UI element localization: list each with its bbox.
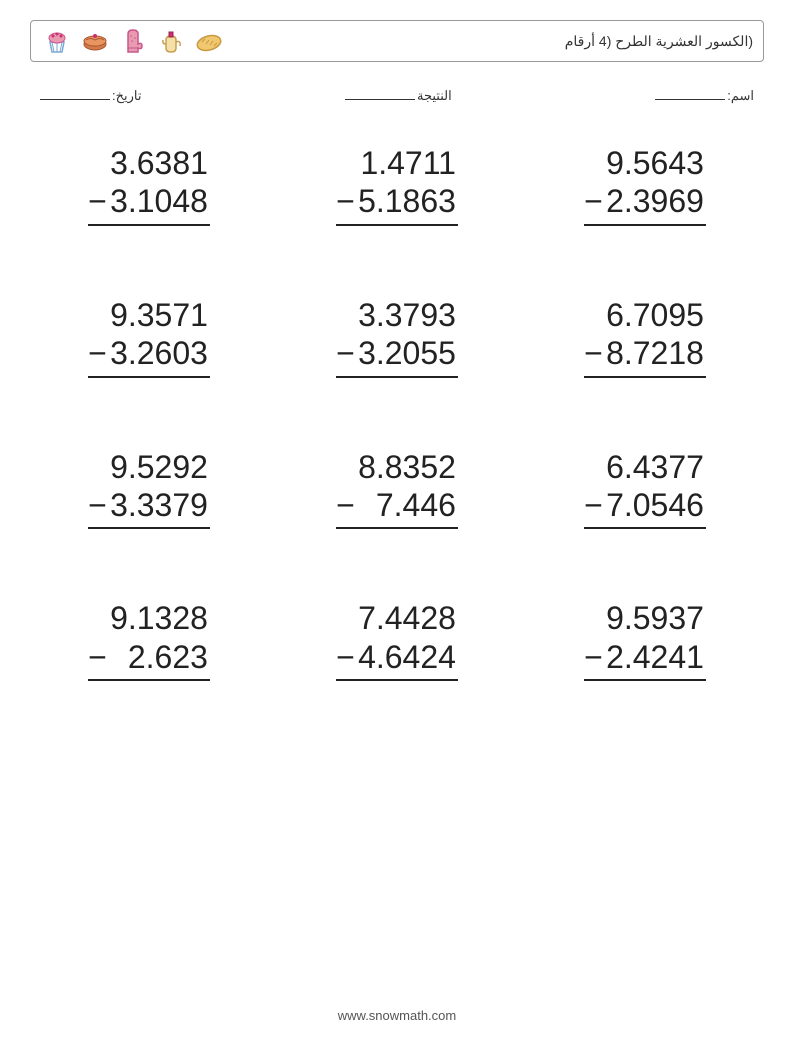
- minuend: 9.1328: [88, 599, 210, 637]
- subtrahend: 3.2603: [110, 334, 210, 372]
- problem: 6.4377−7.0546: [546, 448, 744, 530]
- operator: −: [584, 486, 606, 524]
- minuend: 1.4711: [336, 144, 458, 182]
- footer-url: www.snowmath.com: [338, 1008, 456, 1023]
- subtrahend: 3.2055: [358, 334, 458, 372]
- minuend: 9.5292: [88, 448, 210, 486]
- teapot-icon: [155, 25, 187, 57]
- operator: −: [336, 486, 358, 524]
- subtrahend: 7.446: [358, 486, 458, 524]
- minuend: 9.5643: [584, 144, 706, 182]
- mitt-icon: [117, 25, 149, 57]
- operator: −: [88, 182, 110, 220]
- name-blank: [655, 87, 725, 100]
- problem: 3.3793−3.2055: [298, 296, 496, 378]
- problem: 7.4428−4.6424: [298, 599, 496, 681]
- worksheet-title: (الكسور العشرية الطرح (4 أرقام: [565, 33, 753, 50]
- problem: 9.3571−3.2603: [50, 296, 248, 378]
- operator: −: [336, 334, 358, 372]
- date-field: تاريخ:: [40, 87, 141, 104]
- minuend: 6.7095: [584, 296, 706, 334]
- minuend: 9.5937: [584, 599, 706, 637]
- problem: 8.8352−7.446: [298, 448, 496, 530]
- minuend: 3.3793: [336, 296, 458, 334]
- problem: 1.4711−5.1863: [298, 144, 496, 226]
- minuend: 8.8352: [336, 448, 458, 486]
- operator: −: [584, 182, 606, 220]
- pie-icon: [79, 25, 111, 57]
- operator: −: [88, 638, 110, 676]
- problem: 9.5937−2.4241: [546, 599, 744, 681]
- minuend: 7.4428: [336, 599, 458, 637]
- bread-icon: [193, 25, 225, 57]
- subtrahend: 3.3379: [110, 486, 210, 524]
- date-label: تاريخ:: [112, 88, 141, 104]
- subtrahend: 3.1048: [110, 182, 210, 220]
- operator: −: [88, 334, 110, 372]
- operator: −: [584, 638, 606, 676]
- name-label: اسم:: [727, 88, 754, 104]
- subtrahend: 7.0546: [606, 486, 706, 524]
- problem: 9.5643−2.3969: [546, 144, 744, 226]
- operator: −: [88, 486, 110, 524]
- cupcake-icon: [41, 25, 73, 57]
- problem: 3.6381−3.1048: [50, 144, 248, 226]
- subtrahend: 2.3969: [606, 182, 706, 220]
- minuend: 6.4377: [584, 448, 706, 486]
- problem: 9.1328−2.623: [50, 599, 248, 681]
- icons-row: [41, 25, 225, 57]
- score-field: النتيجة: [345, 87, 452, 104]
- subtrahend: 4.6424: [358, 638, 458, 676]
- name-field: اسم:: [655, 87, 754, 104]
- minuend: 9.3571: [88, 296, 210, 334]
- problem: 6.7095−8.7218: [546, 296, 744, 378]
- problem: 9.5292−3.3379: [50, 448, 248, 530]
- operator: −: [336, 638, 358, 676]
- subtrahend: 5.1863: [358, 182, 458, 220]
- score-blank: [345, 87, 415, 100]
- header-bar: (الكسور العشرية الطرح (4 أرقام: [30, 20, 764, 62]
- minuend: 3.6381: [88, 144, 210, 182]
- operator: −: [336, 182, 358, 220]
- date-blank: [40, 87, 110, 100]
- operator: −: [584, 334, 606, 372]
- score-label: النتيجة: [417, 88, 452, 104]
- meta-row: اسم: النتيجة تاريخ:: [30, 87, 764, 104]
- footer: www.snowmath.com: [0, 1008, 794, 1023]
- subtrahend: 2.4241: [606, 638, 706, 676]
- subtrahend: 2.623: [110, 638, 210, 676]
- problems-grid: 3.6381−3.1048 1.4711−5.1863 9.5643−2.396…: [30, 144, 764, 681]
- subtrahend: 8.7218: [606, 334, 706, 372]
